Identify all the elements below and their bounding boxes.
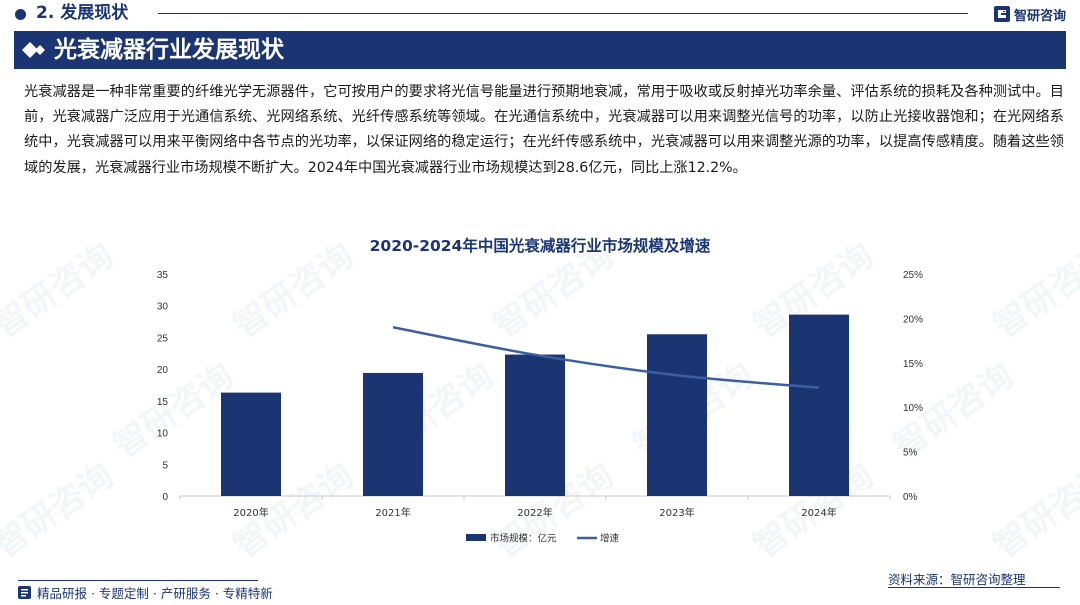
footer-services: 精品研报 · 专题定制 · 产研服务 · 专精特新 — [18, 582, 273, 602]
y-left-tick-label: 30 — [157, 302, 169, 313]
title-banner: 光衰减器行业发展现状 — [14, 31, 1066, 69]
x-tick-label: 2022年 — [517, 506, 552, 519]
legend-bar-swatch — [466, 534, 486, 541]
x-tick-label: 2021年 — [375, 506, 410, 519]
y-left-tick-label: 15 — [157, 397, 169, 408]
bullet-dot-icon — [15, 9, 26, 20]
x-tick-label: 2024年 — [801, 506, 836, 519]
y-left-tick-label: 20 — [157, 365, 169, 376]
services-text: 精品研报 · 专题定制 · 产研服务 · 专精特新 — [37, 585, 273, 601]
y-left-tick-label: 0 — [162, 492, 168, 503]
header-rule — [158, 13, 968, 14]
bar — [789, 314, 849, 496]
top-bar: 2. 发展现状 智研咨询 — [0, 0, 1080, 28]
y-right-tick-label: 15% — [903, 359, 923, 370]
diamond-bullets-icon — [22, 42, 45, 58]
x-tick-label: 2023年 — [659, 506, 694, 519]
section-title: 2. 发展现状 — [36, 3, 129, 23]
y-right-tick-label: 5% — [903, 448, 918, 459]
source-note: 资料来源：智研咨询整理 — [888, 572, 1026, 587]
y-left-tick-label: 35 — [157, 270, 169, 281]
y-right-tick-label: 20% — [903, 314, 923, 325]
services-icon — [18, 585, 31, 599]
x-tick-label: 2020年 — [233, 506, 268, 519]
y-left-tick-label: 25 — [157, 333, 169, 344]
y-right-tick-label: 10% — [903, 403, 923, 414]
bar — [505, 354, 565, 496]
bar — [363, 372, 423, 496]
y-left-tick-label: 10 — [157, 429, 169, 440]
brand: 智研咨询 — [993, 4, 1066, 24]
legend-bar-label: 市场规模：亿元 — [490, 533, 557, 545]
y-left-tick-label: 5 — [162, 460, 168, 471]
brand-logo-icon — [993, 6, 1010, 22]
chart-title: 2020-2024年中国光衰减器行业市场规模及增速 — [369, 237, 711, 255]
y-right-tick-label: 0% — [903, 492, 918, 503]
source-rule — [888, 587, 1060, 588]
footer-rule — [18, 580, 258, 581]
brand-name: 智研咨询 — [1013, 8, 1066, 24]
bar — [221, 392, 281, 496]
body-paragraph: 光衰减器是一种非常重要的纤维光学无源器件，它可按用户的要求将光信号能量进行预期地… — [24, 84, 1064, 176]
banner-title: 光衰减器行业发展现状 — [54, 37, 284, 63]
y-right-tick-label: 25% — [903, 270, 923, 281]
legend-line-label: 增速 — [600, 533, 620, 545]
bar — [647, 334, 707, 496]
growth-rate-line — [392, 326, 820, 389]
